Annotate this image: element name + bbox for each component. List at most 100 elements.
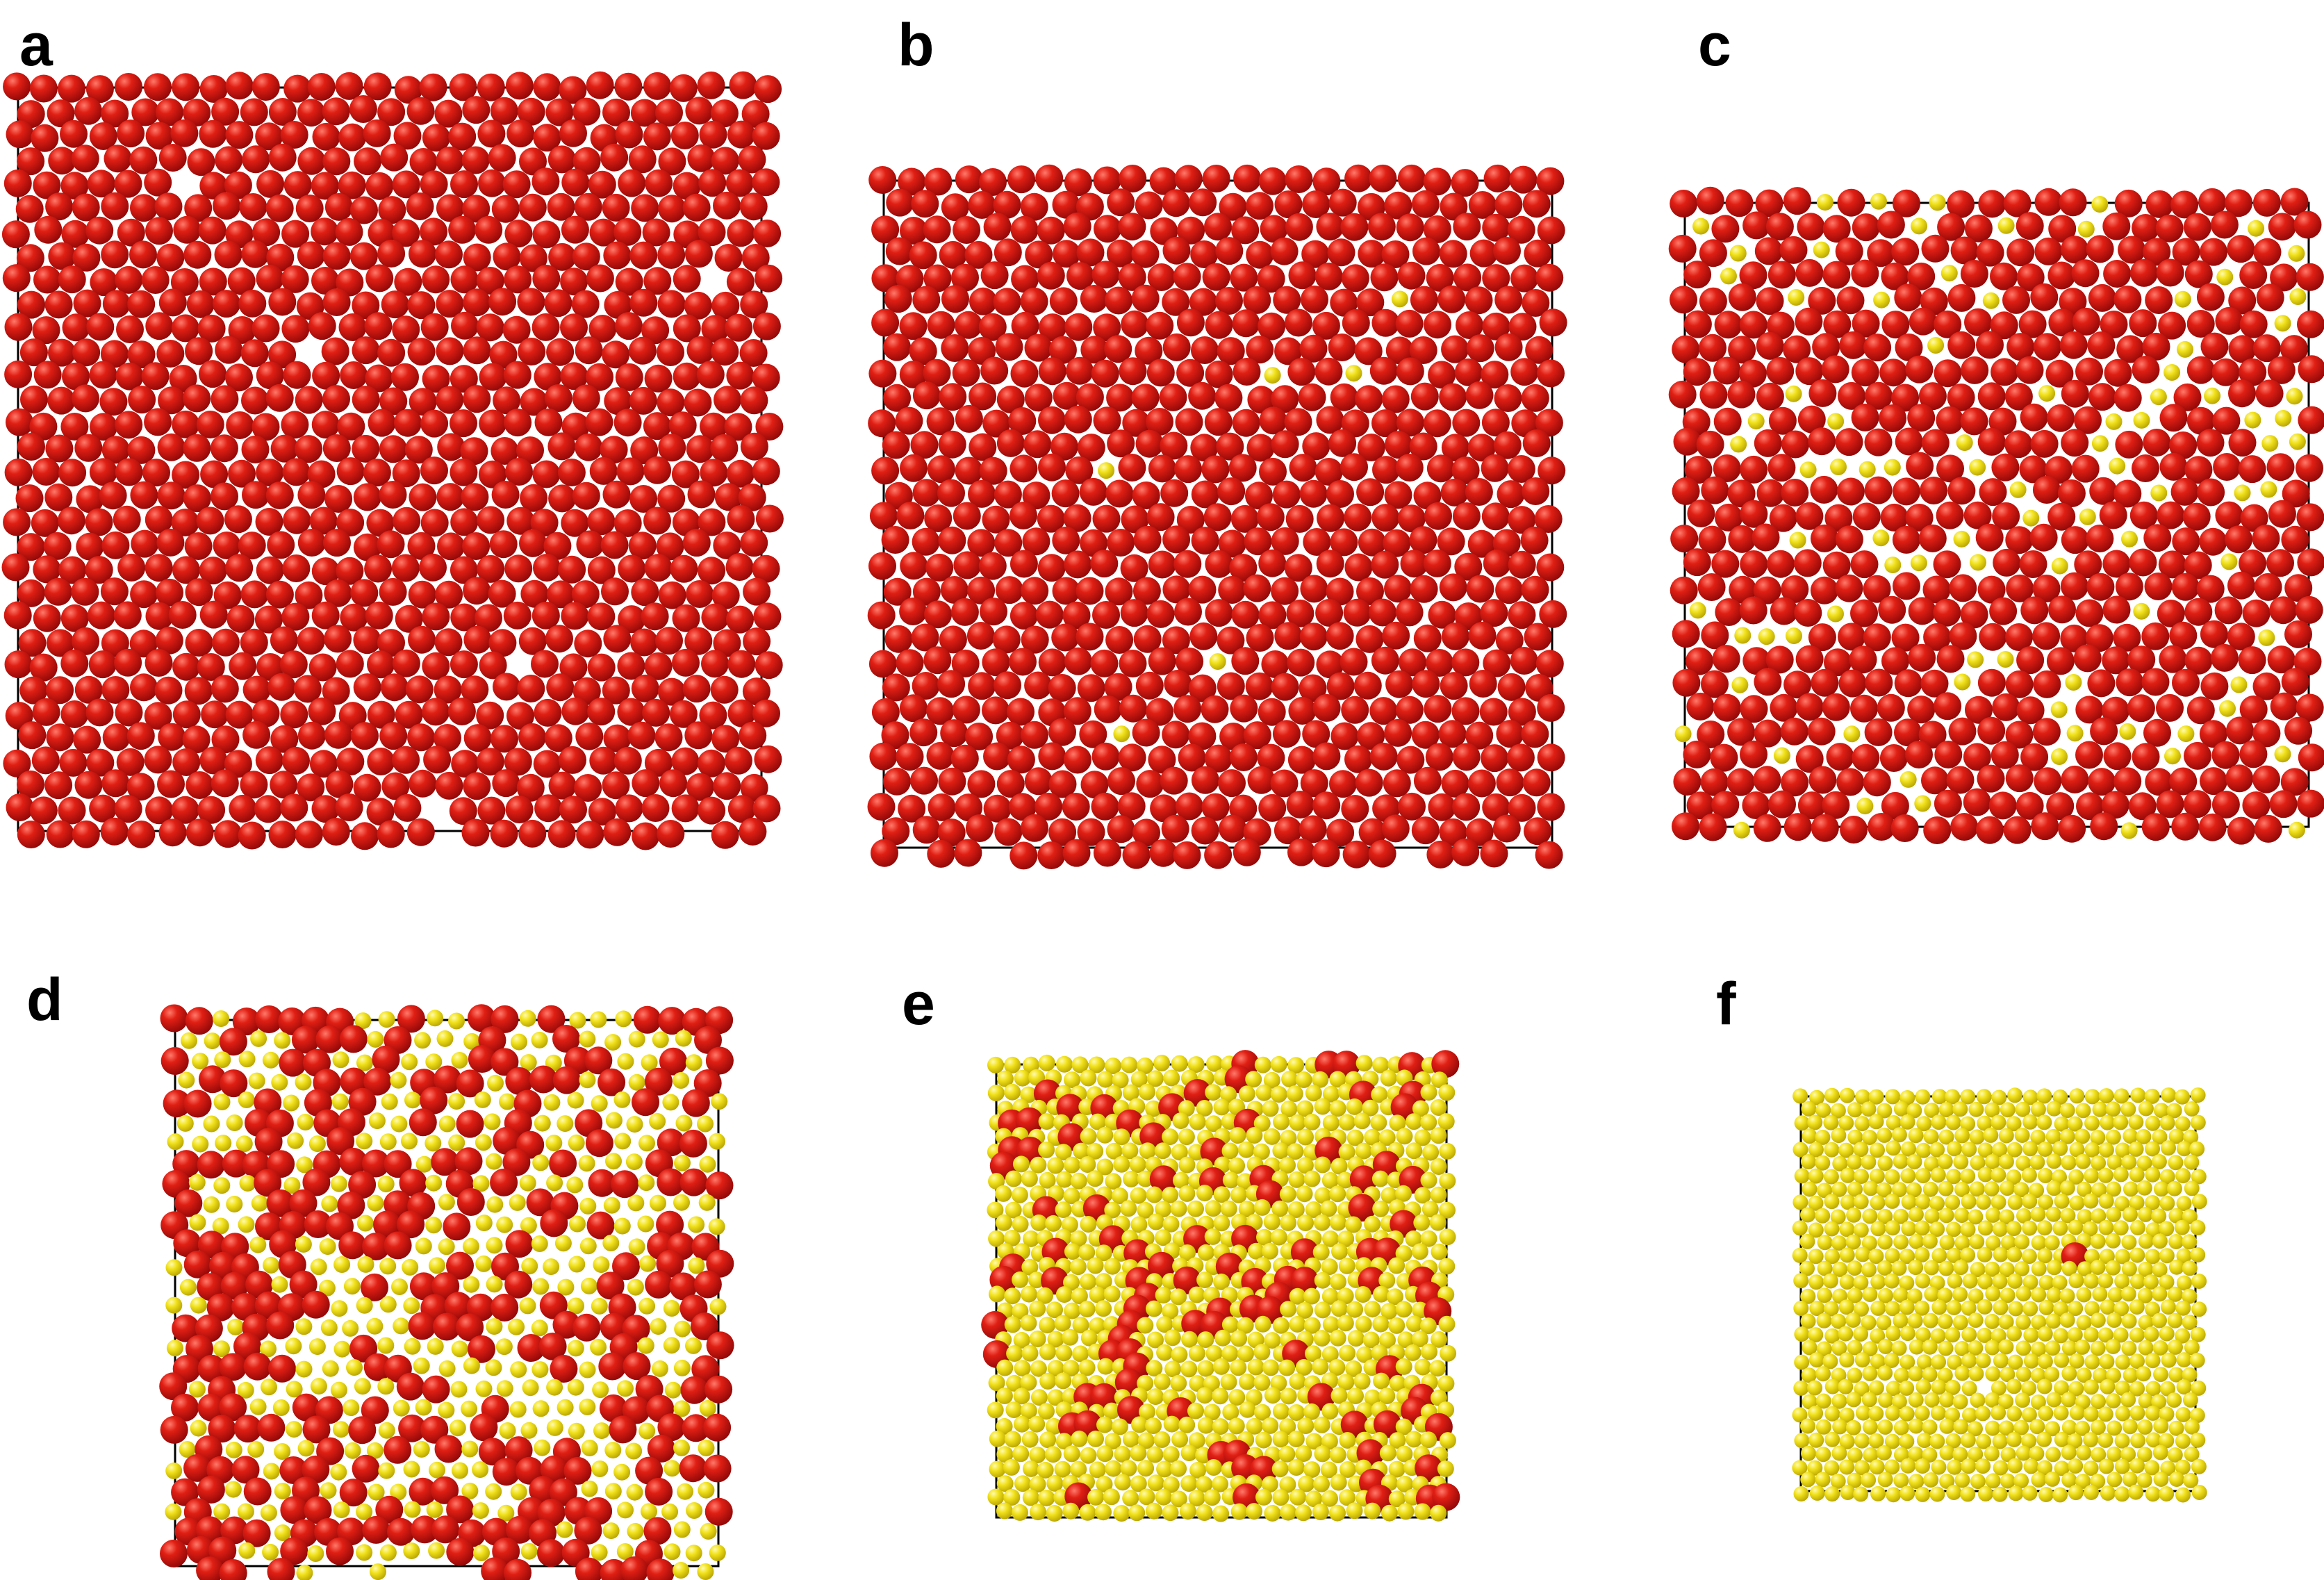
large-particle [871, 698, 900, 726]
small-particle [1162, 1128, 1179, 1146]
large-particle [657, 241, 686, 269]
small-particle [1054, 1460, 1071, 1478]
large-particle [302, 1168, 331, 1196]
large-particle [1381, 814, 1410, 843]
large-particle [996, 721, 1024, 750]
small-particle [2144, 1460, 2160, 1476]
large-particle [450, 265, 479, 294]
large-particle [504, 1436, 533, 1465]
large-particle [1355, 385, 1383, 413]
small-particle [2115, 1142, 2131, 1158]
large-particle [312, 361, 340, 390]
large-particle [654, 723, 683, 752]
large-particle [145, 796, 174, 825]
small-particle [1922, 1233, 1938, 1249]
large-particle [297, 529, 326, 557]
large-particle [1272, 720, 1301, 748]
large-particle [1146, 600, 1175, 628]
large-particle [657, 1128, 685, 1157]
large-particle [869, 742, 898, 771]
large-particle [506, 1515, 534, 1544]
large-particle [2019, 455, 2047, 484]
large-particle [602, 480, 631, 509]
large-particle [1218, 576, 1246, 604]
large-particle [461, 483, 489, 511]
small-particle [356, 1133, 373, 1150]
large-particle [265, 482, 294, 509]
small-particle [1379, 1445, 1396, 1462]
large-particle [2046, 792, 2075, 821]
large-particle [691, 1312, 718, 1340]
small-particle [2069, 1088, 2085, 1104]
small-particle [1984, 1446, 2000, 1462]
large-particle [1456, 311, 1483, 339]
small-particle [1839, 1247, 1855, 1263]
large-particle [187, 148, 215, 176]
large-particle [2103, 260, 2132, 288]
small-particle [1329, 1100, 1346, 1117]
small-particle [2153, 1418, 2169, 1434]
small-particle [2098, 1432, 2113, 1448]
small-particle [238, 1542, 256, 1559]
large-particle [233, 1415, 262, 1443]
large-particle [339, 1025, 368, 1053]
large-particle [1370, 263, 1399, 292]
small-particle [1799, 1260, 1815, 1276]
large-particle [183, 434, 211, 462]
large-particle [752, 699, 780, 727]
large-particle [992, 625, 1021, 654]
large-particle [1077, 818, 1105, 846]
large-particle [2088, 383, 2116, 411]
small-particle [2184, 1154, 2200, 1170]
small-particle [2106, 1367, 2121, 1383]
small-particle [1103, 1488, 1120, 1506]
small-particle [2083, 1432, 2099, 1448]
small-particle [1047, 1360, 1064, 1377]
large-particle [2280, 335, 2308, 363]
small-particle [2016, 1208, 2032, 1224]
large-particle [656, 1210, 684, 1239]
small-particle [2090, 1419, 2106, 1435]
large-particle [938, 767, 966, 796]
large-particle [1287, 358, 1316, 386]
large-particle [1438, 720, 1467, 748]
small-particle [591, 1095, 608, 1112]
small-particle [2092, 1101, 2108, 1117]
small-particle [427, 1338, 444, 1355]
small-particle [1954, 673, 1971, 691]
large-particle [6, 793, 34, 821]
large-particle [490, 97, 518, 125]
large-particle [912, 527, 940, 556]
large-particle [1739, 311, 1767, 339]
small-particle [1162, 1504, 1179, 1522]
large-particle [1119, 165, 1147, 192]
large-particle [1824, 648, 1852, 677]
large-particle [738, 145, 766, 174]
large-particle [308, 697, 336, 725]
small-particle [2114, 1274, 2130, 1289]
small-particle [1222, 1171, 1239, 1189]
small-particle [1802, 1181, 1818, 1197]
large-particle [115, 265, 143, 294]
small-particle [1945, 1433, 1961, 1449]
small-particle [1296, 1185, 1313, 1203]
large-particle [1024, 384, 1053, 412]
small-particle [1870, 1195, 1886, 1211]
large-particle [1795, 307, 1823, 336]
small-particle [1931, 1354, 1947, 1370]
large-particle [349, 95, 377, 123]
small-particle [509, 1401, 527, 1418]
small-particle [1938, 1180, 1954, 1196]
large-particle [477, 554, 505, 583]
large-particle [463, 625, 492, 654]
large-particle [1867, 239, 1895, 268]
large-particle [377, 629, 405, 657]
small-particle [2045, 1340, 2061, 1356]
large-particle [447, 698, 476, 725]
small-particle [2076, 1181, 2092, 1197]
small-particle [213, 1094, 231, 1110]
small-particle [1922, 1339, 1938, 1355]
small-particle [1839, 1459, 1855, 1475]
large-particle [1727, 380, 1756, 409]
small-particle [2061, 1260, 2077, 1276]
